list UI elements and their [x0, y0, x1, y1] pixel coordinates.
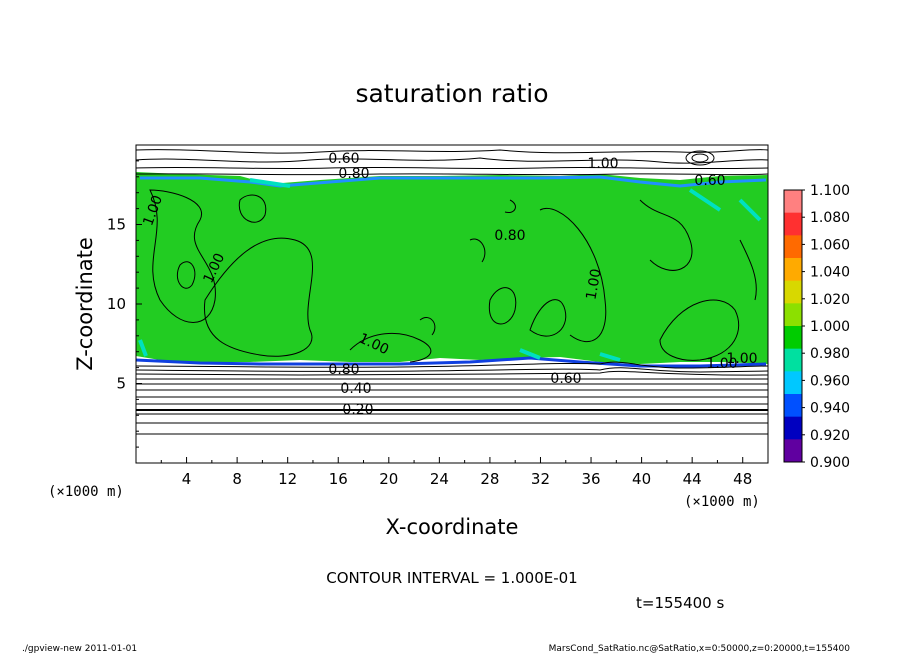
- x-axis: 4 8 12 16 20 24 28 32 36 40 44 48: [160, 457, 752, 488]
- contour-label: 0.80: [494, 228, 525, 244]
- colorbar-label: 0.960: [810, 373, 850, 389]
- colorbar-label: 0.980: [810, 346, 850, 362]
- contour-interval-note: CONTOUR INTERVAL = 1.000E-01: [326, 569, 577, 587]
- colorbar: 1.100 1.080 1.060 1.040 1.020 1.000 0.980 0.960…: [783, 183, 850, 471]
- time-stamp: t=155400 s: [636, 594, 724, 612]
- x-tick-label: 16: [329, 470, 348, 488]
- footer-left: ./gpview-new 2011-01-01: [22, 644, 137, 654]
- contour-label: 1.00: [587, 156, 618, 172]
- subsaturated-fringe-bottom: [135, 356, 767, 368]
- colorbar-swatch: [784, 439, 802, 463]
- x-tick-label: 40: [632, 470, 651, 488]
- contour-label: 1.00: [726, 351, 757, 367]
- x-tick-label: 4: [182, 470, 192, 488]
- cyan-patches: [138, 178, 762, 362]
- colorbar-swatch: [784, 394, 802, 418]
- upper-contours: [135, 149, 769, 176]
- contour-label: 1.00: [583, 268, 604, 301]
- x-axis-label: X-coordinate: [386, 515, 519, 539]
- x-tick-label: 32: [531, 470, 550, 488]
- x-tick-label: 48: [733, 470, 752, 488]
- x-axis-unit: (×1000 m): [684, 494, 760, 510]
- x-tick-label: 12: [278, 470, 297, 488]
- contour-label: 0.60: [550, 371, 581, 387]
- colorbar-swatch: [784, 348, 802, 372]
- contour-label: 0.60: [328, 151, 359, 167]
- contour-label: 0.80: [338, 166, 369, 182]
- x-tick-label: 24: [430, 470, 449, 488]
- colorbar-label: 1.020: [810, 292, 850, 308]
- colorbar-swatch: [784, 371, 802, 395]
- colorbar-swatch: [784, 212, 802, 236]
- saturated-region: [136, 172, 768, 364]
- y-tick-label: 10: [107, 295, 126, 313]
- contour-label: 0.80: [328, 362, 359, 378]
- colorbar-label: 0.920: [810, 428, 850, 444]
- colorbar-label: 0.940: [810, 401, 850, 417]
- colorbar-label: 1.080: [810, 210, 850, 226]
- x-tick-label: 44: [683, 470, 702, 488]
- x-tick-label: 36: [581, 470, 600, 488]
- colorbar-swatch: [784, 235, 802, 259]
- plot-area: 0.600.801.000.601.001.001.001.001.000.80…: [135, 144, 769, 464]
- colorbar-swatch: [784, 326, 802, 350]
- y-axis-unit: (×1000 m): [48, 484, 124, 500]
- chart-title: saturation ratio: [355, 79, 548, 108]
- y-tick-label: 15: [107, 216, 126, 234]
- lower-contours: [135, 361, 769, 435]
- colorbar-swatch: [784, 190, 802, 214]
- colorbar-swatch: [784, 303, 802, 327]
- x-tick-label: 8: [232, 470, 242, 488]
- colorbar-swatch: [784, 258, 802, 282]
- colorbar-label: 1.060: [810, 237, 850, 253]
- contour-label: 0.60: [694, 173, 725, 189]
- colorbar-swatch: [784, 416, 802, 440]
- x-tick-label: 20: [379, 470, 398, 488]
- contour-label: 0.40: [340, 381, 371, 397]
- interior-contours: [149, 189, 757, 363]
- contour-label: 1.00: [706, 356, 737, 372]
- y-axis-label: Z-coordinate: [73, 237, 97, 371]
- contour-labels: 0.600.801.000.601.001.001.001.001.000.80…: [140, 151, 757, 418]
- colorbar-label: 1.040: [810, 265, 850, 281]
- colorbar-label: 0.900: [810, 455, 850, 471]
- y-tick-label: 5: [116, 375, 126, 393]
- colorbar-swatch: [784, 280, 802, 304]
- colorbar-label: 1.100: [810, 183, 850, 199]
- y-axis: 5 10 15: [107, 160, 142, 448]
- colorbar-label: 1.000: [810, 319, 850, 335]
- x-tick-label: 28: [480, 470, 499, 488]
- footer-right: MarsCond_SatRatio.nc@SatRatio,x=0:50000,…: [549, 644, 851, 654]
- contour-label: 0.20: [342, 402, 373, 418]
